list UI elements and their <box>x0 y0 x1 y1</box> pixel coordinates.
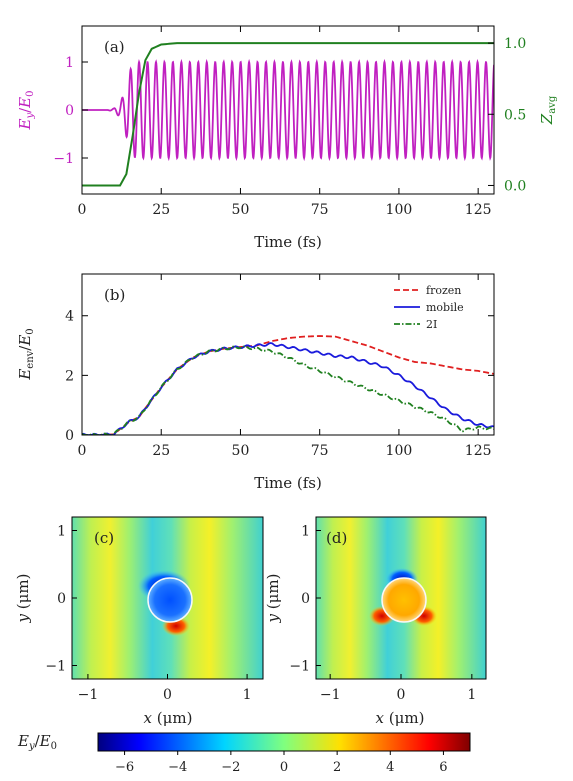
y-tick-label-map: 0 <box>301 591 310 607</box>
colorbar-label: Ey/E0 <box>17 732 57 752</box>
colorbar: Ey/E0 −6 −4 −2 0 2 4 6 <box>17 732 471 775</box>
panel-b: 0 25 50 75 100 125 024 (b) Time (fs) Eenv/E0 … <box>16 273 495 492</box>
x-ticks-a: 0 25 50 75 100 125 <box>78 26 492 218</box>
y-tick-label-b: 4 <box>65 309 74 325</box>
colorbar-tick-label: 2 <box>333 760 341 775</box>
y-tick-label-right-a: 0.0 <box>504 178 526 194</box>
2i-line <box>82 345 494 435</box>
y-tick-label-right-a: 0.5 <box>504 107 526 123</box>
colorbar-ticks: −6 −4 −2 0 2 4 6 <box>115 751 448 775</box>
x-tick-label-a: 100 <box>386 202 413 218</box>
legend-frozen-label: frozen <box>426 284 461 297</box>
colorbar-tick-label: −4 <box>168 760 187 775</box>
x-tick-label-a: 50 <box>232 202 250 218</box>
xlabel-d: x (μm) <box>376 709 425 727</box>
y-tick-label-map: −1 <box>45 659 66 675</box>
x-tick-label-a: 125 <box>465 202 492 218</box>
ticks-d: −1 0 1 −1 0 1 <box>289 524 476 704</box>
axes-frame-b <box>81 273 495 436</box>
y-tick-label-map: −1 <box>289 659 310 675</box>
mobile-line <box>82 342 494 435</box>
colorbar-gradient <box>97 732 471 752</box>
y-tick-label-right-a: 1.0 <box>504 36 526 52</box>
legend-mobile-label: mobile <box>426 301 464 314</box>
x-ticks-b: 0 25 50 75 100 125 <box>78 274 492 459</box>
x-tick-label-b: 50 <box>232 443 250 459</box>
ylabel-b: Eenv/E0 <box>16 328 36 380</box>
ylabel-d: y (μm) <box>264 574 282 624</box>
x-tick-label-map: 1 <box>467 687 476 703</box>
x-tick-label-a: 25 <box>152 202 170 218</box>
field-map-d-disk <box>381 577 427 623</box>
field-ey-line <box>82 58 494 162</box>
x-tick-label-a: 75 <box>311 202 329 218</box>
legend-2i-label: 2I <box>426 318 437 331</box>
colorbar-tick-label: 0 <box>280 760 288 775</box>
x-tick-label-map: −1 <box>78 687 99 703</box>
ylabel-left-a: Ey/E0 <box>16 91 36 131</box>
x-tick-label-map: −1 <box>320 687 341 703</box>
y-ticks-b: 0 2 4 <box>65 309 494 444</box>
x-tick-label-map: 0 <box>163 687 172 703</box>
y-tick-label-left-a: 0 <box>65 103 74 119</box>
x-tick-label-a: 0 <box>78 202 87 218</box>
y-ticks-right-a: 0.0 0.5 1.0 <box>488 36 526 194</box>
x-tick-label-b: 25 <box>152 443 170 459</box>
panel-label-d: (d) <box>326 529 347 547</box>
panel-a: 0 25 50 75 100 125 −1 0 1 0.0 0.5 1.0 (a) Time (f… <box>16 25 558 251</box>
frozen-line <box>82 335 494 435</box>
y-tick-label-map: 0 <box>57 591 66 607</box>
field-map-c-disk <box>147 577 193 623</box>
x-tick-label-b: 100 <box>386 443 413 459</box>
x-tick-label-b: 125 <box>465 443 492 459</box>
y-ticks-left-a: −1 0 1 <box>53 55 88 167</box>
xlabel-b: Time (fs) <box>254 474 322 492</box>
y-tick-label-b: 2 <box>65 368 74 384</box>
x-tick-label-b: 0 <box>78 443 87 459</box>
colorbar-tick-label: −6 <box>115 760 134 775</box>
y-tick-label-left-a: −1 <box>53 151 74 167</box>
zavg-line <box>82 42 494 187</box>
xlabel-c: x (μm) <box>144 709 193 727</box>
colorbar-tick-label: −2 <box>221 760 240 775</box>
ticks-c: −1 0 1 −1 0 1 <box>45 524 251 704</box>
colorbar-tick-label: 6 <box>439 760 447 775</box>
x-tick-label-map: 1 <box>243 687 252 703</box>
ylabel-right-a: Zavg <box>538 95 558 125</box>
y-tick-label-left-a: 1 <box>65 55 74 71</box>
panel-label-a: (a) <box>104 38 125 56</box>
x-tick-label-b: 75 <box>311 443 329 459</box>
xlabel-a: Time (fs) <box>254 233 322 251</box>
panel-label-c: (c) <box>94 529 114 547</box>
ylabel-c: y (μm) <box>14 574 32 624</box>
legend-b: frozen mobile 2I <box>394 284 464 331</box>
x-tick-label-map: 0 <box>397 687 406 703</box>
axes-frame-a <box>81 25 495 195</box>
y-tick-label-map: 1 <box>301 524 310 540</box>
panel-c: −1 0 1 −1 0 1 (c) x (μm) y (μm) <box>14 516 264 727</box>
colorbar-tick-label: 4 <box>386 760 394 775</box>
y-tick-label-map: 1 <box>57 524 66 540</box>
y-tick-label-b: 0 <box>65 428 74 444</box>
panel-label-b: (b) <box>104 286 125 304</box>
panel-d: −1 0 1 −1 0 1 (d) x (μm) y (μm) <box>264 516 487 727</box>
